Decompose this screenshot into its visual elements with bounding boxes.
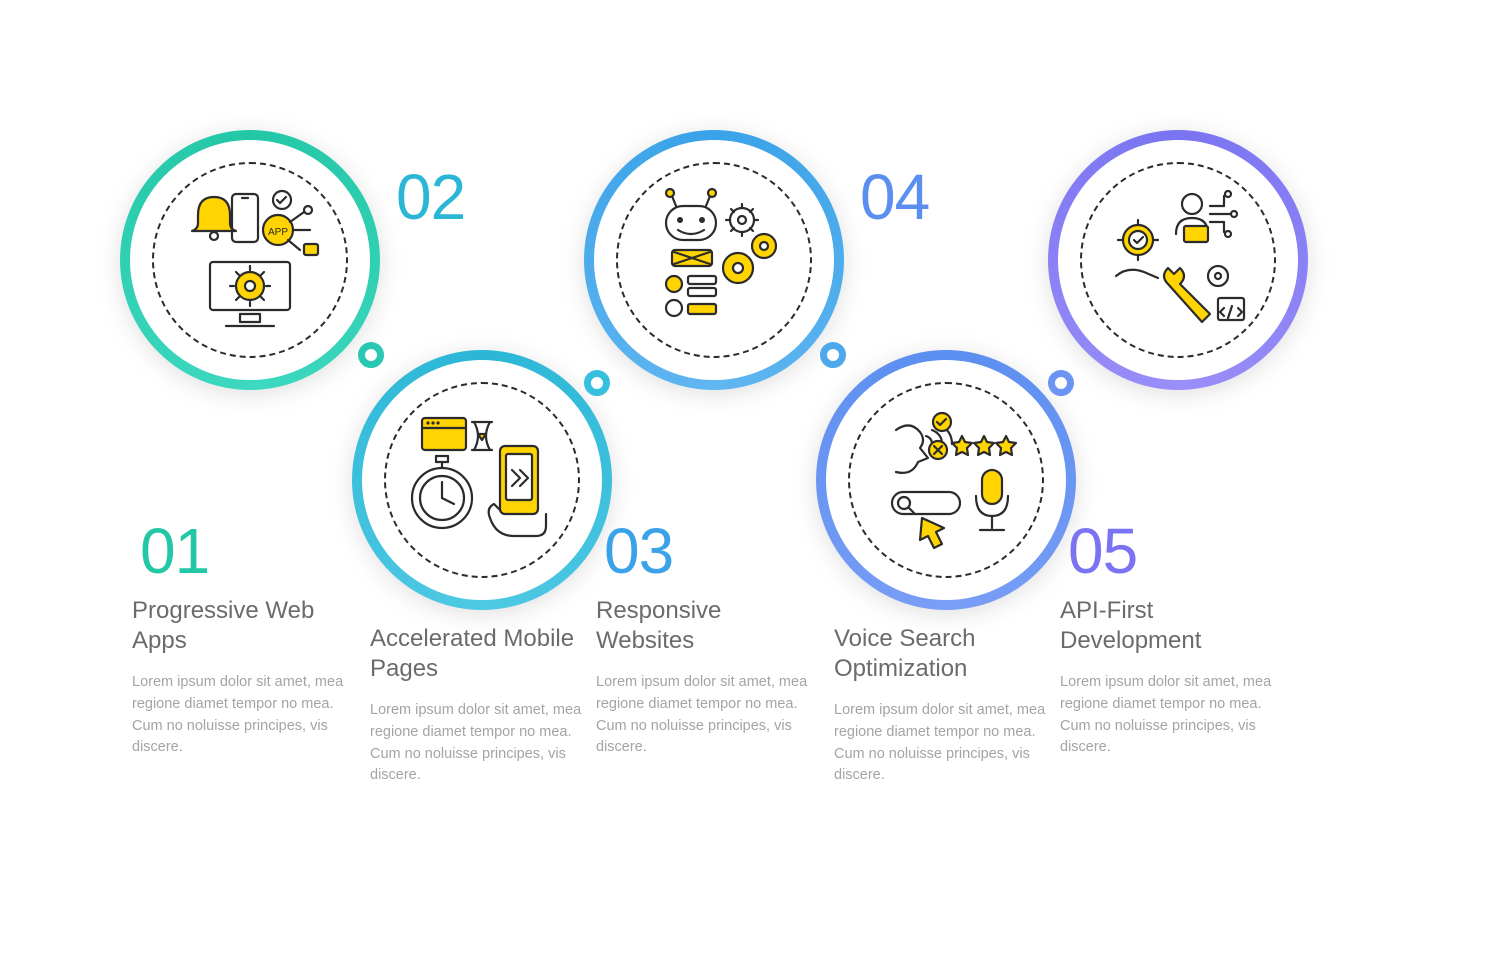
api-icon	[1098, 180, 1258, 340]
step-number-2: 02	[396, 160, 465, 234]
step-circle-4	[816, 350, 1076, 610]
voice-icon	[866, 400, 1026, 560]
svg-text:APP: APP	[268, 227, 288, 238]
step-number-4: 04	[860, 160, 929, 234]
step-text-5: API-First Development Lorem ipsum dolor …	[1060, 596, 1280, 759]
step-circle-5	[1048, 130, 1308, 390]
amp-icon	[402, 400, 562, 560]
step-text-3: Responsive Websites Lorem ipsum dolor si…	[596, 596, 816, 759]
step-title-5: API-First Development	[1060, 596, 1280, 656]
step-desc-1: Lorem ipsum dolor sit amet, mea regione …	[132, 672, 352, 759]
step-text-4: Voice Search Optimization Lorem ipsum do…	[834, 624, 1054, 787]
step-circle-2	[352, 350, 612, 610]
step-desc-2: Lorem ipsum dolor sit amet, mea regione …	[370, 700, 590, 787]
connector-dot-2	[584, 370, 610, 396]
step-desc-5: Lorem ipsum dolor sit amet, mea regione …	[1060, 672, 1280, 759]
step-number-5: 05	[1068, 514, 1137, 588]
step-text-1: Progressive Web Apps Lorem ipsum dolor s…	[132, 596, 352, 759]
step-title-3: Responsive Websites	[596, 596, 816, 656]
step-number-1: 01	[140, 514, 209, 588]
step-title-1: Progressive Web Apps	[132, 596, 352, 656]
infographic-container: APP	[120, 130, 1388, 850]
step-circle-1: APP	[120, 130, 380, 390]
connector-dot-4	[1048, 370, 1074, 396]
step-number-3: 03	[604, 514, 673, 588]
connector-dot-3	[820, 342, 846, 368]
responsive-icon	[634, 180, 794, 340]
step-title-4: Voice Search Optimization	[834, 624, 1054, 684]
pwa-icon: APP	[170, 180, 330, 340]
step-desc-4: Lorem ipsum dolor sit amet, mea regione …	[834, 700, 1054, 787]
step-title-2: Accelerated Mobile Pages	[370, 624, 590, 684]
step-circle-3	[584, 130, 844, 390]
step-text-2: Accelerated Mobile Pages Lorem ipsum dol…	[370, 624, 590, 787]
connector-dot-1	[358, 342, 384, 368]
step-desc-3: Lorem ipsum dolor sit amet, mea regione …	[596, 672, 816, 759]
